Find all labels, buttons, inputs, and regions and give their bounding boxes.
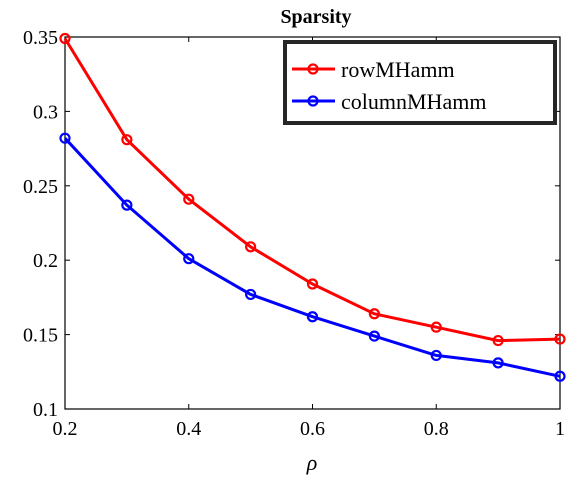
data-point bbox=[59, 132, 71, 144]
x-tick-label: 0.6 bbox=[300, 418, 325, 440]
legend-label: rowMHamm bbox=[341, 57, 455, 82]
chart-title: Sparsity bbox=[280, 6, 351, 28]
series-columnMHamm bbox=[59, 132, 566, 382]
data-point bbox=[492, 334, 504, 347]
data-point bbox=[306, 278, 319, 290]
series-line bbox=[63, 37, 561, 343]
y-tick-label: 0.3 bbox=[33, 101, 58, 123]
x-axis-label: ρ bbox=[306, 450, 318, 475]
data-point bbox=[554, 333, 566, 345]
legend-marker bbox=[307, 63, 319, 75]
data-point bbox=[430, 349, 442, 362]
y-tick-label: 0.15 bbox=[23, 325, 58, 347]
y-tick-label: 0.1 bbox=[33, 399, 58, 421]
y-tick-label: 0.35 bbox=[23, 27, 58, 49]
x-tick-label: 0.2 bbox=[53, 418, 78, 440]
series-layer bbox=[59, 32, 566, 382]
y-tick-label: 0.25 bbox=[23, 176, 58, 198]
series-rowMHamm bbox=[59, 32, 566, 347]
data-point bbox=[306, 311, 319, 323]
y-tick-label: 0.2 bbox=[33, 250, 58, 272]
x-tick-label: 0.4 bbox=[176, 418, 201, 440]
axis-tick-labels: 0.2 0.4 0.6 0.8 1 0.1 0.15 0.2 0.25 0.3 0.35 bbox=[23, 27, 565, 440]
series-line bbox=[63, 137, 561, 378]
data-point bbox=[245, 241, 257, 253]
x-tick-label: 0.8 bbox=[424, 418, 449, 440]
legend-label: columnMHamm bbox=[341, 89, 486, 114]
data-point bbox=[430, 321, 442, 333]
legend-box bbox=[283, 40, 557, 125]
x-tick-label: 1 bbox=[555, 418, 565, 440]
data-point bbox=[59, 32, 71, 45]
data-point bbox=[245, 288, 257, 301]
data-point bbox=[121, 199, 133, 211]
data-point bbox=[368, 308, 380, 320]
data-point bbox=[183, 193, 195, 205]
data-point bbox=[121, 134, 133, 146]
data-point bbox=[492, 357, 504, 369]
legend-marker bbox=[307, 95, 319, 107]
data-point bbox=[554, 370, 566, 382]
data-point bbox=[183, 253, 195, 265]
legend: rowMHamm columnMHamm bbox=[283, 40, 557, 125]
data-point bbox=[368, 330, 380, 342]
